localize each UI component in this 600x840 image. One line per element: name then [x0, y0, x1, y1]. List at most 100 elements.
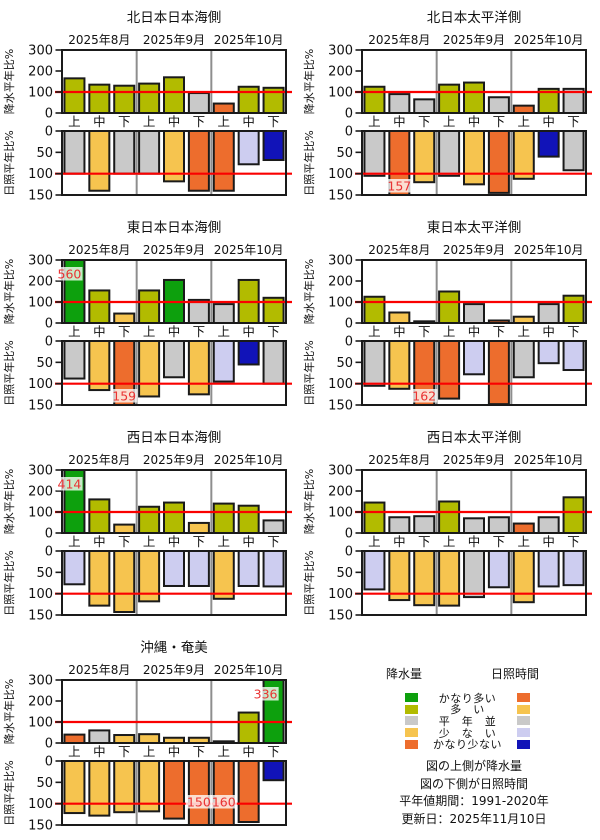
bar: [138, 289, 161, 324]
chart-kita-nihon-nihonkai: 北日本日本海側 2025年8月 2025年9月 2025年10月 0 100 200 300 降…: [2, 10, 292, 204]
bar: [438, 550, 461, 607]
legend-sunshine-title: 日照時間: [491, 667, 540, 681]
panel-title: 沖縄・奄美: [140, 640, 208, 656]
sunshine-swatch: [517, 693, 530, 703]
y-tick-label: 300: [28, 464, 53, 479]
plot-box: [61, 679, 287, 744]
bar: [537, 303, 560, 324]
y-tick-label: 100: [28, 167, 53, 182]
legend-row-much-more: かなり多い: [360, 691, 595, 705]
y-axis-label: 降水平年比%: [302, 49, 316, 114]
panel-title: 西日本日本海側: [127, 430, 222, 446]
y-tick-label: 100: [328, 377, 353, 392]
period-label: 中: [168, 324, 181, 339]
bar: [237, 85, 260, 114]
period-label: 中: [242, 324, 255, 339]
y-axis-label: 降水平年比%: [2, 679, 16, 744]
bar: [138, 733, 161, 744]
y-tick-label: 0: [45, 317, 53, 332]
legend-row-more: 多 い: [360, 703, 595, 716]
y-tick-label: 100: [28, 506, 53, 521]
period-label: 下: [193, 744, 206, 759]
y-tick-label: 100: [28, 716, 53, 731]
period-label: 中: [468, 324, 481, 339]
legend-precip-title: 降水量: [386, 667, 423, 681]
period-label: 下: [118, 744, 131, 759]
bar: [463, 340, 485, 376]
y-tick-label: 100: [328, 167, 353, 182]
bar: [113, 523, 136, 534]
month-label: 2025年10月: [214, 243, 284, 257]
bar: [537, 130, 560, 158]
y-tick-label: 50: [336, 356, 353, 371]
month-label: 2025年10月: [514, 243, 584, 257]
period-label: 上: [218, 744, 231, 759]
bar: [413, 515, 436, 534]
note-update-date: 更新日：2025年11月10日: [401, 811, 547, 826]
period-label: 下: [118, 114, 131, 129]
period-label: 上: [143, 534, 156, 549]
value-label: 414: [58, 477, 82, 492]
bar: [163, 501, 185, 535]
period-label: 下: [418, 534, 431, 549]
plot-box: [361, 550, 587, 616]
bar: [363, 501, 386, 535]
legend-row-label: かなり少ない: [433, 738, 502, 752]
bar: [237, 340, 260, 366]
period-label: 中: [393, 534, 406, 549]
plot-box: [361, 130, 587, 196]
period-label: 下: [267, 114, 280, 129]
y-tick-label: 150: [28, 819, 53, 834]
y-tick-label: 0: [45, 527, 53, 542]
bar: [512, 130, 535, 180]
bar: [438, 290, 461, 324]
bar: [187, 130, 210, 192]
month-label: 2025年9月: [143, 663, 205, 677]
precip-swatch: [405, 704, 418, 714]
bar: [237, 760, 260, 824]
panel-okinawa-amami: 沖縄・奄美 2025年8月 2025年9月 2025年10月 0 100 200 300 降水平…: [0, 630, 300, 840]
month-label: 2025年10月: [514, 453, 584, 467]
legend-header: 降水量 日照時間: [360, 665, 595, 681]
panel-title: 東日本日本海側: [127, 220, 222, 236]
legend-row-label: かなり多い: [438, 691, 497, 705]
chart-nishi-nihon-nihonkai: 西日本日本海側 2025年8月 2025年9月 2025年10月 0 100 200 300 降…: [2, 430, 292, 624]
period-label: 上: [443, 324, 456, 339]
value-label-bg: [56, 267, 83, 281]
note-bottom-is-sunshine: 図の下側が日照時間: [419, 776, 528, 791]
legend-row-normal: 平 年 並: [360, 715, 595, 728]
month-label: 2025年9月: [143, 33, 205, 47]
y-axis-label: 日照平年比%: [2, 550, 16, 615]
y-tick-label: 0: [345, 545, 353, 560]
y-axis-label: 降水平年比%: [2, 259, 16, 324]
bar: [438, 500, 461, 534]
bar: [562, 340, 585, 372]
period-label: 上: [68, 744, 81, 759]
bar: [562, 130, 585, 172]
panel-nishi-nihon-nihonkai: 西日本日本海側 2025年8月 2025年9月 2025年10月 0 100 200 300 降…: [0, 420, 300, 630]
period-label: 中: [242, 744, 255, 759]
bar: [487, 516, 510, 534]
bar: [562, 294, 585, 324]
period-label: 上: [218, 114, 231, 129]
panel-kita-nihon-taiheiyo: 北日本太平洋側 2025年8月 2025年9月 2025年10月 0 100 200 300 降…: [300, 0, 600, 210]
bar: [537, 516, 560, 534]
y-tick-label: 50: [36, 566, 53, 581]
value-label: 157: [387, 179, 411, 194]
value-label-bg: [252, 687, 279, 701]
chart-nishi-nihon-taiheiyo: 西日本太平洋側 2025年8月 2025年9月 2025年10月 0 100 200 300 降…: [302, 430, 592, 624]
y-tick-label: 0: [345, 107, 353, 122]
chart-kita-nihon-taiheiyo: 北日本太平洋側 2025年8月 2025年9月 2025年10月 0 100 200 300 降…: [302, 10, 592, 204]
period-label: 上: [143, 324, 156, 339]
period-label: 上: [143, 114, 156, 129]
period-label: 上: [368, 324, 381, 339]
y-tick-label: 300: [28, 674, 53, 689]
period-label: 中: [468, 114, 481, 129]
period-label: 下: [567, 324, 580, 339]
y-tick-label: 50: [36, 146, 53, 161]
sunshine-swatch: [517, 739, 530, 749]
panel-title: 北日本太平洋側: [427, 10, 522, 26]
bar: [212, 502, 235, 534]
bar: [537, 550, 560, 588]
